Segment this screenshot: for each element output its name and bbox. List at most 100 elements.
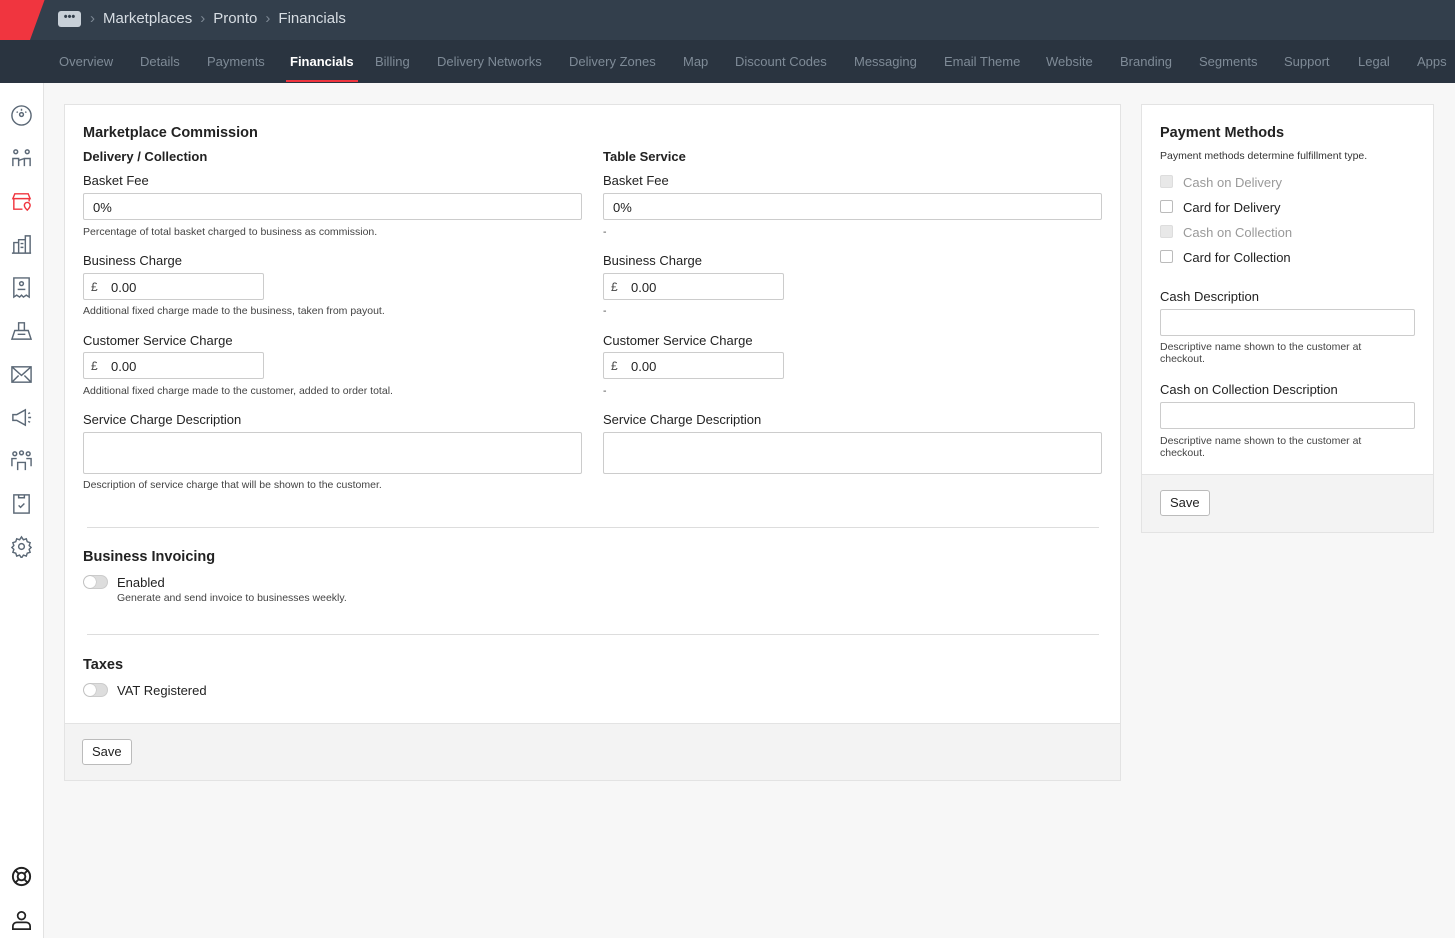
customer-charge-label: Customer Service Charge	[83, 333, 233, 348]
breadcrumb-pronto[interactable]: Pronto	[213, 10, 258, 27]
cash-on-collection-label: Cash on Collection	[1183, 225, 1293, 240]
invoicing-help: Generate and send invoice to businesses …	[117, 592, 347, 604]
tab-segments[interactable]: Segments	[1199, 54, 1258, 69]
tab-map[interactable]: Map	[683, 54, 709, 69]
customer-charge-label: Customer Service Charge	[603, 333, 753, 348]
payment-methods-card: Payment Methods Payment methods determin…	[1141, 104, 1434, 533]
customer-charge-help: -	[603, 385, 607, 397]
currency-symbol: £	[91, 359, 98, 373]
payment-methods-subtitle: Payment methods determine fulfillment ty…	[1160, 150, 1368, 162]
commission-title: Marketplace Commission	[83, 125, 258, 141]
value: 0.00	[111, 280, 137, 295]
tab-legal[interactable]: Legal	[1358, 54, 1390, 69]
card-for-delivery-checkbox[interactable]	[1160, 200, 1173, 213]
mail-icon[interactable]	[10, 363, 33, 386]
sidebar	[0, 83, 44, 938]
help-lifebuoy-icon[interactable]	[10, 865, 33, 888]
basket-fee-help: Percentage of total basket charged to bu…	[83, 226, 378, 238]
buildings-icon[interactable]	[10, 233, 33, 256]
tab-website[interactable]: Website	[1046, 54, 1093, 69]
cash-on-delivery-checkbox	[1160, 175, 1173, 188]
breadcrumb-marketplaces[interactable]: Marketplaces	[103, 10, 193, 27]
more-icon[interactable]: •••	[58, 11, 81, 27]
cash-on-delivery-label: Cash on Delivery	[1183, 175, 1282, 190]
tab-delivery-networks[interactable]: Delivery Networks	[437, 54, 542, 69]
tab-email-theme[interactable]: Email Theme	[944, 54, 1021, 69]
clipboard-check-icon[interactable]	[10, 492, 33, 515]
user-icon[interactable]	[10, 908, 33, 931]
invoicing-toggle[interactable]	[83, 575, 108, 589]
delivery-basket-fee-input[interactable]: 0%	[83, 193, 582, 220]
tab-overview[interactable]: Overview	[59, 54, 114, 69]
payment-methods-title: Payment Methods	[1160, 125, 1285, 141]
delivery-heading: Delivery / Collection	[83, 149, 208, 164]
tab-support[interactable]: Support	[1284, 54, 1330, 69]
tab-bar: Overview Details Payments Financials Bil…	[0, 40, 1455, 83]
cash-desc-input[interactable]	[1160, 309, 1415, 336]
service-desc-label: Service Charge Description	[83, 412, 242, 427]
card-for-collection-label[interactable]: Card for Collection	[1183, 250, 1291, 265]
business-charge-help: Additional fixed charge made to the busi…	[83, 305, 385, 317]
invoicing-title: Business Invoicing	[83, 549, 216, 565]
table-service-desc-textarea[interactable]	[603, 432, 1102, 474]
basket-fee-label: Basket Fee	[83, 173, 149, 188]
tab-financials[interactable]: Financials	[286, 54, 358, 82]
tab-billing[interactable]: Billing	[375, 54, 410, 69]
collection-desc-input[interactable]	[1160, 402, 1415, 429]
tab-messaging[interactable]: Messaging	[854, 54, 917, 69]
chevron-right-icon: ›	[265, 10, 271, 27]
card-for-collection-checkbox[interactable]	[1160, 250, 1173, 263]
breadcrumb: › Marketplaces › Pronto › Financials	[90, 10, 346, 27]
tab-branding[interactable]: Branding	[1120, 54, 1173, 69]
dashboard-icon[interactable]	[10, 104, 33, 127]
cash-desc-label: Cash Description	[1160, 289, 1259, 304]
invoicing-toggle-label: Enabled	[117, 575, 165, 590]
vat-toggle[interactable]	[83, 683, 108, 697]
service-desc-help: Description of service charge that will …	[83, 479, 382, 491]
currency-symbol: £	[91, 280, 98, 294]
delivery-business-charge-input[interactable]: £0.00	[83, 273, 264, 300]
users-icon[interactable]	[10, 147, 33, 170]
tab-details[interactable]: Details	[140, 54, 180, 69]
card-for-delivery-label[interactable]: Card for Delivery	[1183, 200, 1281, 215]
currency-symbol: £	[611, 359, 618, 373]
gear-icon[interactable]	[10, 535, 33, 558]
table-business-charge-input[interactable]: £0.00	[603, 273, 784, 300]
megaphone-icon[interactable]	[10, 406, 33, 429]
delivery-service-desc-textarea[interactable]	[83, 432, 582, 474]
divider	[87, 634, 1099, 635]
receipt-icon[interactable]	[10, 276, 33, 299]
basket-fee-help: -	[603, 226, 607, 238]
save-payment-methods-button[interactable]: Save	[1160, 490, 1210, 516]
cash-desc-help: Descriptive name shown to the customer a…	[1160, 341, 1362, 365]
chevron-right-icon: ›	[90, 10, 95, 27]
currency-symbol: £	[611, 280, 618, 294]
table-basket-fee-input[interactable]: 0%	[603, 193, 1102, 220]
commission-card: Marketplace Commission Delivery / Collec…	[64, 104, 1121, 781]
tab-payments[interactable]: Payments	[207, 54, 265, 69]
taxes-title: Taxes	[83, 657, 124, 673]
divider	[87, 527, 1099, 528]
business-charge-label: Business Charge	[83, 253, 182, 268]
store-icon[interactable]	[10, 190, 33, 213]
cash-on-collection-checkbox	[1160, 225, 1173, 238]
collection-desc-help: Descriptive name shown to the customer a…	[1160, 435, 1362, 459]
table-customer-charge-input[interactable]: £0.00	[603, 352, 784, 379]
team-icon[interactable]	[10, 449, 33, 472]
business-charge-help: -	[603, 305, 607, 317]
card-footer: Save	[1142, 474, 1433, 532]
tab-apps[interactable]: Apps	[1417, 54, 1447, 69]
value: 0.00	[111, 359, 137, 374]
service-desc-label: Service Charge Description	[603, 412, 762, 427]
save-button[interactable]: Save	[82, 739, 132, 765]
tab-discount-codes[interactable]: Discount Codes	[735, 54, 827, 69]
top-bar: ••• › Marketplaces › Pronto › Financials	[0, 0, 1455, 50]
delivery-customer-charge-input[interactable]: £0.00	[83, 352, 264, 379]
chevron-right-icon: ›	[200, 10, 206, 27]
breadcrumb-financials: Financials	[278, 10, 346, 27]
table-heading: Table Service	[603, 149, 686, 164]
tab-delivery-zones[interactable]: Delivery Zones	[569, 54, 656, 69]
cash-register-icon[interactable]	[10, 319, 33, 342]
vat-toggle-label: VAT Registered	[117, 683, 207, 698]
business-charge-label: Business Charge	[603, 253, 702, 268]
